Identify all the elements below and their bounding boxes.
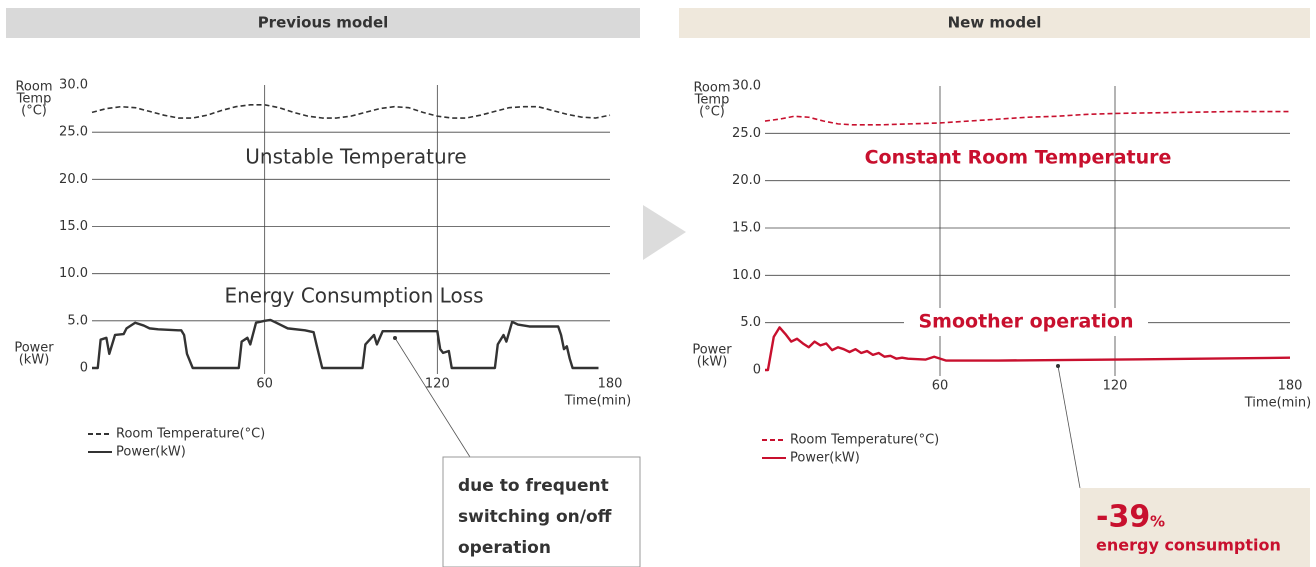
y-axis-label: Temp [694, 93, 730, 108]
y-tick-label: 5.0 [67, 313, 88, 328]
y-tick-label: 20.0 [732, 173, 761, 188]
x-tick-label: 120 [425, 377, 450, 392]
y-tick-label: 25.0 [59, 125, 88, 140]
callout-box [1080, 488, 1310, 567]
annotation-bg [904, 308, 1148, 336]
y-tick-label: 25.0 [732, 126, 761, 141]
y-tick-label: 0 [753, 363, 761, 378]
callout-text: due to frequent [458, 476, 609, 496]
y-axis-label: Power [692, 343, 732, 358]
y-tick-label: 5.0 [740, 315, 761, 330]
callout-text: energy consumption [1096, 536, 1281, 555]
y-tick-label: 30.0 [732, 79, 761, 94]
x-axis-label: Time(min) [564, 394, 631, 409]
x-axis-label: Time(min) [1244, 396, 1311, 411]
pointer-dot [1056, 364, 1060, 368]
y-axis-label: (kW) [697, 355, 728, 370]
y-axis-label: Room [693, 81, 730, 96]
pointer-dot [393, 336, 397, 340]
x-tick-label: 60 [256, 377, 273, 392]
y-axis-label: (°C) [699, 105, 725, 120]
y-tick-label: 30.0 [59, 78, 88, 93]
annotation: Energy Consumption Loss [224, 284, 483, 308]
y-tick-label: 0 [80, 361, 88, 376]
series-line [92, 318, 599, 370]
annotation: Unstable Temperature [245, 145, 466, 169]
callout-unit: % [1150, 513, 1165, 531]
callout-value: -39 [1096, 500, 1150, 535]
arrow [643, 205, 686, 260]
y-tick-label: 20.0 [59, 172, 88, 187]
chart-title: Previous model [258, 14, 389, 32]
y-axis-label: (kW) [19, 353, 50, 368]
annotation: Constant Room Temperature [865, 147, 1172, 169]
annotation: Smoother operation [919, 311, 1134, 333]
header-bar [6, 8, 640, 38]
chart-title: New model [948, 14, 1042, 32]
legend-label: Power(kW) [790, 451, 860, 466]
series-line [765, 326, 1291, 372]
callout-box [442, 456, 641, 567]
legend-label: Room Temperature(°C) [790, 433, 939, 448]
x-tick-label: 60 [932, 379, 949, 394]
y-axis-label: (°C) [21, 104, 47, 119]
legend-label: Room Temperature(°C) [116, 427, 265, 442]
pointer-line [1057, 365, 1081, 489]
y-tick-label: 10.0 [732, 268, 761, 283]
callout-text: switching on/off [458, 507, 612, 527]
callout-text: operation [458, 538, 551, 558]
y-axis-label: Room [15, 80, 52, 95]
series-line [91, 104, 611, 119]
x-tick-label: 180 [1278, 379, 1303, 394]
header-bar [679, 8, 1310, 38]
y-axis-label: Temp [16, 92, 52, 107]
legend-label: Power(kW) [116, 445, 186, 460]
x-tick-label: 120 [1103, 379, 1128, 394]
y-tick-label: 10.0 [59, 266, 88, 281]
y-tick-label: 15.0 [732, 221, 761, 236]
x-tick-label: 180 [598, 377, 623, 392]
y-tick-label: 15.0 [59, 219, 88, 234]
pointer-line [394, 337, 471, 458]
y-axis-label: Power [14, 341, 54, 356]
series-line [764, 110, 1290, 126]
